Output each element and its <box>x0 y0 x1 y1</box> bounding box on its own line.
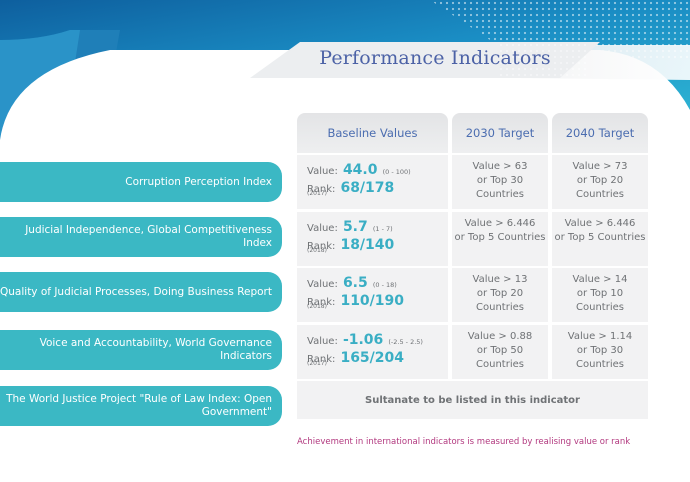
baseline-rank: 18/140 <box>340 237 395 253</box>
baseline-cell: Value: 6.5 (0 - 18) Rank: 110/190 (2018) <box>297 268 448 322</box>
header-2040: 2040 Target <box>552 113 648 153</box>
target-rank: or Top 50 Countries <box>476 345 524 370</box>
baseline-value: -1.06 <box>342 332 384 348</box>
page-title: Performance Indicators <box>319 47 551 69</box>
baseline-rank: 110/190 <box>340 293 405 309</box>
target-rank: or Top 5 Countries <box>554 232 646 243</box>
header-2030: 2030 Target <box>452 113 548 153</box>
rank-label: Rank: <box>307 241 336 252</box>
value-label: Value: <box>307 166 338 177</box>
baseline-rank: 68/178 <box>340 180 395 196</box>
value-label: Value: <box>307 336 338 347</box>
target-rank: or Top 20 Countries <box>576 175 624 200</box>
baseline-cell: Value: 44.0 (0 - 100) Rank: 68/178 (2017… <box>297 155 448 209</box>
target-2040-cell: Value > 1.14 or Top 30 Countries <box>552 325 648 379</box>
baseline-cell: Value: 5.7 (1 - 7) Rank: 18/140 (2018) <box>297 212 448 266</box>
target-value: Value > 13 <box>472 274 528 285</box>
target-value: Value > 0.88 <box>467 331 533 342</box>
rank-label: Rank: <box>307 354 336 365</box>
value-label: Value: <box>307 223 338 234</box>
baseline-rank: 165/204 <box>340 350 405 366</box>
target-value: Value > 6.446 <box>464 218 536 229</box>
baseline-year: (2017) <box>307 190 327 197</box>
header-baseline: Baseline Values <box>297 113 448 153</box>
target-2040-cell: Value > 6.446 or Top 5 Countries <box>552 212 648 266</box>
indicator-label: Judicial Independence, Global Competitiv… <box>0 217 282 257</box>
indicator-label: Quality of Judicial Processes, Doing Bus… <box>0 272 282 312</box>
target-rank: or Top 20 Countries <box>476 288 524 313</box>
target-value: Value > 63 <box>472 161 528 172</box>
target-value: Value > 14 <box>572 274 628 285</box>
target-value: Value > 1.14 <box>567 331 633 342</box>
target-2030-cell: Value > 6.446 or Top 5 Countries <box>452 212 548 266</box>
target-2030-cell: Value > 13 or Top 20 Countries <box>452 268 548 322</box>
target-value: Value > 6.446 <box>564 218 636 229</box>
listing-note: Sultanate to be listed in this indicator <box>297 381 648 419</box>
indicator-label: Voice and Accountability, World Governan… <box>0 330 282 370</box>
indicator-label: The World Justice Project "Rule of Law I… <box>0 386 282 426</box>
value-range: (0 - 100) <box>382 168 411 176</box>
rank-label: Rank: <box>307 184 336 195</box>
target-rank: or Top 5 Countries <box>454 232 546 243</box>
value-range: (1 - 7) <box>372 225 393 233</box>
baseline-year: (2018) <box>307 247 327 254</box>
value-range: (-2.5 - 2.5) <box>388 338 423 346</box>
rank-label: Rank: <box>307 297 336 308</box>
value-range: (0 - 18) <box>372 281 397 289</box>
target-rank: or Top 30 Countries <box>576 345 624 370</box>
baseline-cell: Value: -1.06 (-2.5 - 2.5) Rank: 165/204 … <box>297 325 448 379</box>
baseline-value: 6.5 <box>342 275 368 291</box>
target-2040-cell: Value > 14 or Top 10 Countries <box>552 268 648 322</box>
target-2030-cell: Value > 63 or Top 30 Countries <box>452 155 548 209</box>
footnote: Achievement in international indicators … <box>297 437 631 447</box>
baseline-year: (2017) <box>307 360 327 367</box>
value-label: Value: <box>307 279 338 290</box>
baseline-value: 5.7 <box>342 219 368 235</box>
indicator-label: Corruption Perception Index <box>0 162 282 202</box>
baseline-value: 44.0 <box>342 162 378 178</box>
target-2040-cell: Value > 73 or Top 20 Countries <box>552 155 648 209</box>
baseline-year: (2018) <box>307 303 327 310</box>
target-rank: or Top 10 Countries <box>576 288 624 313</box>
target-2030-cell: Value > 0.88 or Top 50 Countries <box>452 325 548 379</box>
target-value: Value > 73 <box>572 161 628 172</box>
target-rank: or Top 30 Countries <box>476 175 524 200</box>
